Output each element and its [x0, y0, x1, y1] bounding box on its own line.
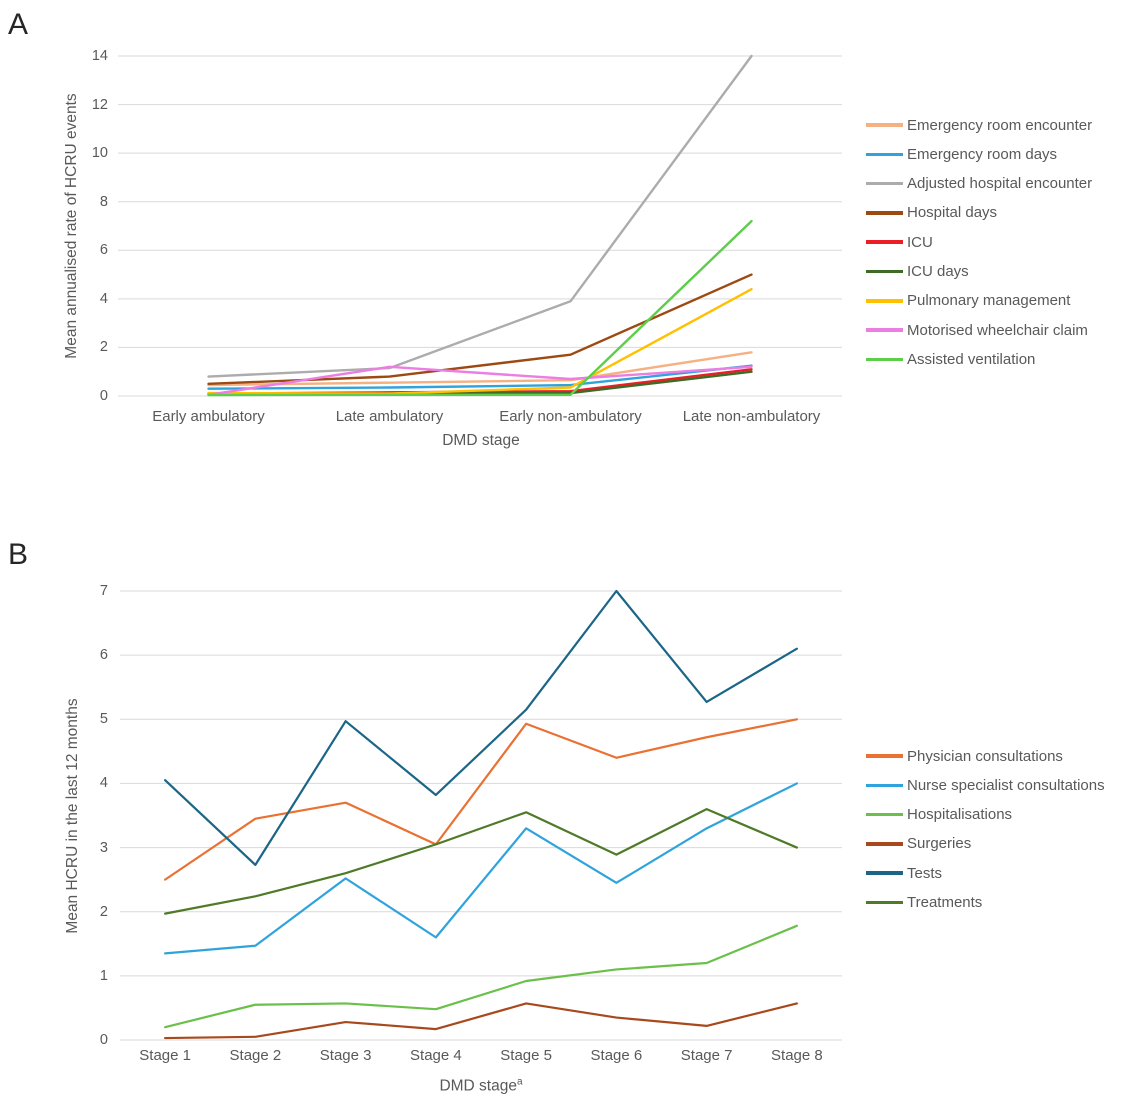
legend-item-label: Hospitalisations	[907, 806, 1013, 824]
legend-line-swatch	[866, 842, 903, 846]
legend-line-swatch	[866, 152, 903, 157]
chart-a-legend-item: Emergency room days	[866, 144, 1057, 164]
chart-a-y-tick-label: 12	[91, 96, 108, 113]
chart-a-series-line-motorised-wheelchair-claim	[207, 365, 753, 396]
chart-a-legend-item: Motorised wheelchair claim	[866, 320, 1088, 340]
chart-a-y-tick-label: 4	[99, 290, 108, 307]
chart-b-legend-item: Nurse specialist consultations	[866, 775, 1105, 795]
chart-b-series-line-hospitalisations	[164, 924, 798, 1029]
chart-b-category-label: Stage 2	[229, 1047, 282, 1064]
chart-b-y-tick-label: 5	[99, 711, 108, 728]
chart-a-series-line-adjusted-hospital-encounter	[207, 54, 753, 378]
chart-a-legend-item: Adjusted hospital encounter	[866, 174, 1092, 194]
chart-b-y-tick-label: 2	[99, 903, 108, 920]
legend-line-swatch	[866, 754, 903, 758]
chart-b-x-axis-title: DMD stagea	[439, 1076, 522, 1095]
chart-a-category-label: Late non-ambulatory	[682, 408, 821, 425]
chart-b-x-axis-footnote-marker: a	[516, 1076, 523, 1088]
chart-a-y-tick-label: 2	[99, 339, 108, 356]
chart-b-y-tick-label: 1	[99, 967, 108, 984]
chart-b-series-line-nurse-specialist-consultations	[164, 782, 798, 955]
chart-b-category-label: Stage 4	[410, 1047, 462, 1064]
panel-label-a: A	[8, 8, 29, 41]
chart-b-y-tick-label: 0	[99, 1032, 108, 1048]
legend-item-label: ICU days	[907, 263, 969, 280]
chart-b-category-label: Stage 6	[590, 1047, 643, 1064]
chart-b-legend-item: Hospitalisations	[866, 805, 1012, 825]
chart-b-x-axis-title-text: DMD stage	[439, 1077, 517, 1095]
chart-b-category-label: Stage 1	[139, 1047, 191, 1064]
legend-line-swatch	[866, 812, 903, 817]
chart-a-y-tick-label: 14	[91, 48, 108, 64]
chart-b-series-line-treatments	[164, 807, 798, 915]
chart-b-y-tick-label: 4	[99, 775, 108, 792]
chart-b-series-line-tests	[164, 589, 798, 866]
chart-a-y-tick-label: 10	[91, 145, 108, 162]
legend-item-label: Hospital days	[907, 204, 998, 222]
legend-line-swatch	[866, 900, 903, 905]
legend-item-label: Tests	[907, 864, 943, 882]
chart-b-legend-item: Surgeries	[866, 834, 971, 854]
chart-b-legend-item: Physician consultations	[866, 746, 1063, 766]
chart-a-legend-item: ICU	[866, 232, 933, 252]
chart-b-category-label: Stage 3	[319, 1047, 372, 1064]
chart-a-series-line-pulmonary-management	[207, 287, 753, 395]
chart-b-y-tick-label: 6	[99, 647, 108, 664]
chart-b-legend-item: Treatments	[866, 893, 982, 913]
chart-a-category-label: Early non-ambulatory	[499, 408, 642, 425]
chart-b-category-label: Stage 7	[680, 1047, 733, 1064]
legend-line-swatch	[866, 240, 903, 244]
chart-b-category-label: Stage 8	[771, 1047, 823, 1064]
legend-line-swatch	[866, 328, 903, 332]
chart-b-y-tick-label: 7	[99, 583, 108, 599]
chart-a-series-line-hospital-days	[207, 273, 753, 386]
chart-b-category-label: Stage 5	[500, 1047, 552, 1064]
legend-line-swatch	[866, 357, 903, 362]
legend-line-swatch	[866, 181, 903, 186]
chart-b-series-line-surgeries	[164, 1002, 798, 1040]
chart-a-y-tick-label: 8	[99, 193, 108, 210]
legend-item-label: Motorised wheelchair claim	[907, 321, 1088, 339]
legend-item-label: Emergency room days	[907, 145, 1058, 163]
chart-a-y-tick-label: 6	[99, 242, 108, 259]
legend-line-swatch	[866, 211, 903, 215]
chart-a-series-line-assisted-ventilation	[207, 219, 753, 397]
legend-item-label: ICU	[907, 233, 933, 251]
legend-line-swatch	[866, 269, 903, 274]
legend-item-label: Assisted ventilation	[907, 350, 1036, 368]
chart-a-category-label: Late ambulatory	[335, 408, 444, 425]
legend-line-swatch	[866, 299, 903, 303]
legend-item-label: Physician consultations	[907, 747, 1063, 765]
chart-b-y-tick-label: 3	[99, 839, 108, 856]
legend-line-swatch	[866, 123, 903, 127]
legend-item-label: Pulmonary management	[907, 292, 1071, 310]
legend-item-label: Adjusted hospital encounter	[907, 175, 1093, 193]
legend-line-swatch	[866, 871, 903, 875]
legend-item-label: Emergency room encounter	[907, 116, 1093, 134]
chart-a-x-axis-title-text: DMD stage	[442, 432, 520, 449]
chart-a-legend-item: Emergency room encounter	[866, 115, 1092, 135]
chart-b-legend-item: Tests	[866, 863, 942, 883]
chart-a-series-line-emergency-room-days	[207, 364, 753, 390]
chart-a-legend-item: Hospital days	[866, 203, 997, 223]
chart-a-x-axis-title: DMD stage	[442, 432, 520, 450]
chart-a-legend-item: Assisted ventilation	[866, 349, 1035, 369]
chart-a-legend-item: ICU days	[866, 262, 969, 282]
chart-a-legend-item: Pulmonary management	[866, 291, 1070, 311]
legend-item-label: Surgeries	[907, 835, 972, 853]
chart-b-series-line-physician-consultations	[164, 718, 798, 881]
chart-a-y-tick-label: 0	[99, 388, 108, 404]
legend-line-swatch	[866, 783, 903, 788]
chart-a-category-label: Early ambulatory	[152, 408, 265, 425]
legend-item-label: Nurse specialist consultations	[907, 776, 1105, 794]
chart-a-series-line-emergency-room-encounter	[207, 351, 753, 387]
legend-item-label: Treatments	[907, 894, 983, 911]
panel-label-b: B	[8, 538, 29, 571]
